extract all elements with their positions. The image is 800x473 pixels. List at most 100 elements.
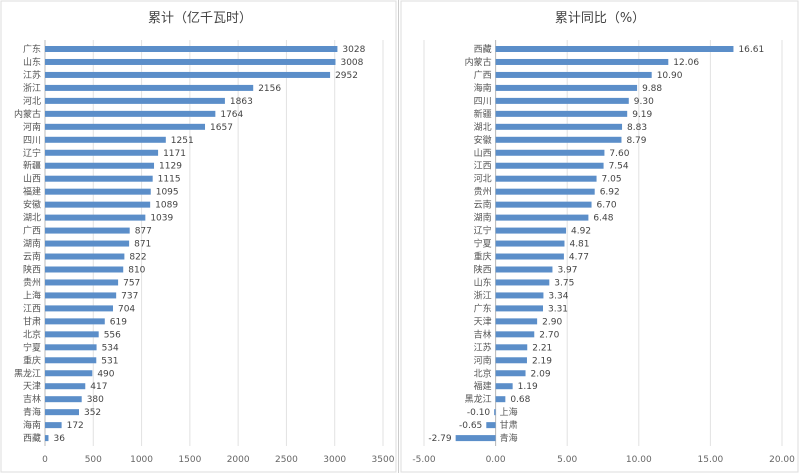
bar bbox=[45, 162, 155, 169]
category-label: 云南 bbox=[23, 251, 41, 263]
bar bbox=[495, 188, 595, 195]
bar bbox=[45, 422, 62, 429]
value-label: -0.10 bbox=[467, 408, 491, 418]
bar bbox=[495, 266, 553, 273]
x-tick-label: 10.00 bbox=[626, 455, 652, 465]
x-tick-label: 1500 bbox=[178, 455, 201, 465]
value-label: 3.31 bbox=[548, 304, 568, 314]
bar bbox=[45, 97, 225, 104]
bar bbox=[495, 370, 526, 377]
category-label: 湖北 bbox=[23, 213, 41, 224]
value-label: 172 bbox=[67, 421, 84, 431]
bar bbox=[495, 253, 564, 260]
bar bbox=[45, 344, 97, 351]
category-label: 安徽 bbox=[23, 199, 41, 211]
category-label: 重庆 bbox=[23, 354, 41, 366]
value-label: 2952 bbox=[335, 71, 358, 81]
category-label: 江苏 bbox=[23, 69, 41, 81]
category-label: 新疆 bbox=[474, 108, 492, 120]
bar bbox=[45, 409, 79, 416]
x-tick-label: 1000 bbox=[130, 455, 153, 465]
chart-frame bbox=[400, 0, 799, 473]
category-label: 辽宁 bbox=[23, 147, 41, 159]
bar bbox=[45, 136, 166, 143]
category-label: 山东 bbox=[23, 56, 41, 68]
value-label: 4.77 bbox=[569, 253, 589, 263]
category-label: 山西 bbox=[23, 174, 41, 185]
value-label: 3.75 bbox=[554, 278, 574, 288]
category-label: 内蒙古 bbox=[14, 108, 41, 120]
value-label: 1129 bbox=[159, 162, 182, 172]
bar bbox=[495, 84, 638, 91]
bar bbox=[495, 58, 669, 65]
value-label: 12.06 bbox=[673, 58, 699, 68]
x-tick-label: 20.00 bbox=[769, 455, 795, 465]
category-label: 河南 bbox=[474, 354, 492, 366]
value-label: 1657 bbox=[210, 123, 233, 133]
value-label: 9.19 bbox=[632, 110, 652, 120]
category-label: 安徽 bbox=[474, 134, 492, 146]
value-label: 3.34 bbox=[548, 291, 568, 301]
bar bbox=[486, 422, 496, 429]
bar bbox=[45, 175, 153, 182]
category-label: 吉林 bbox=[474, 328, 492, 340]
bar bbox=[495, 331, 535, 338]
category-label: 宁夏 bbox=[23, 341, 41, 353]
bar bbox=[45, 331, 99, 338]
bar bbox=[45, 357, 97, 364]
category-label: 西藏 bbox=[474, 43, 492, 55]
x-tick-label: 5.00 bbox=[557, 455, 577, 465]
value-label: 6.92 bbox=[600, 188, 620, 198]
category-label: 湖南 bbox=[23, 238, 41, 250]
bar bbox=[45, 305, 113, 312]
bar bbox=[494, 409, 496, 416]
bar bbox=[495, 123, 623, 130]
category-label: 甘肃 bbox=[23, 315, 41, 327]
value-label: 556 bbox=[104, 330, 121, 340]
category-label: 辽宁 bbox=[474, 225, 492, 237]
value-label: 3.97 bbox=[557, 265, 577, 275]
value-label: 2.70 bbox=[539, 330, 559, 340]
value-label: 7.54 bbox=[609, 162, 629, 172]
value-label: 1.19 bbox=[518, 382, 538, 392]
bar bbox=[495, 240, 565, 247]
x-tick-label: 3500 bbox=[372, 455, 395, 465]
category-label: 陕西 bbox=[474, 263, 492, 275]
value-label: 757 bbox=[123, 278, 140, 288]
category-label: 新疆 bbox=[23, 160, 41, 172]
bar bbox=[495, 279, 550, 286]
category-label: 甘肃 bbox=[500, 419, 518, 431]
bar bbox=[495, 292, 544, 299]
bar bbox=[45, 292, 117, 299]
value-label: 4.92 bbox=[571, 227, 591, 237]
category-label: 天津 bbox=[23, 381, 41, 392]
category-label: 广西 bbox=[474, 69, 492, 81]
value-label: 1764 bbox=[220, 110, 243, 120]
bar bbox=[45, 396, 82, 403]
x-tick-label: 15.00 bbox=[698, 455, 724, 465]
value-label: 8.79 bbox=[626, 136, 646, 146]
bar bbox=[495, 357, 527, 364]
value-label: 1863 bbox=[230, 97, 253, 107]
bar bbox=[45, 201, 151, 208]
category-label: 江西 bbox=[23, 303, 41, 314]
value-label: 1089 bbox=[155, 201, 178, 211]
category-label: 江苏 bbox=[474, 341, 492, 353]
x-tick-label: 3000 bbox=[323, 455, 346, 465]
value-label: 877 bbox=[135, 227, 152, 237]
category-label: 河北 bbox=[474, 173, 492, 185]
chart-title: 累计同比（%） bbox=[555, 11, 645, 26]
bar bbox=[495, 227, 567, 234]
value-label: 3028 bbox=[342, 45, 365, 55]
value-label: 380 bbox=[87, 395, 104, 405]
bar bbox=[495, 46, 734, 52]
bar bbox=[45, 84, 254, 91]
category-label: 广东 bbox=[23, 43, 41, 55]
value-label: 8.83 bbox=[627, 123, 647, 133]
value-label: 7.60 bbox=[609, 149, 629, 159]
value-label: 1171 bbox=[163, 149, 186, 159]
category-label: 浙江 bbox=[23, 82, 41, 94]
category-label: 广西 bbox=[23, 225, 41, 237]
x-tick-label: -5.00 bbox=[412, 455, 436, 465]
bar bbox=[495, 162, 604, 169]
